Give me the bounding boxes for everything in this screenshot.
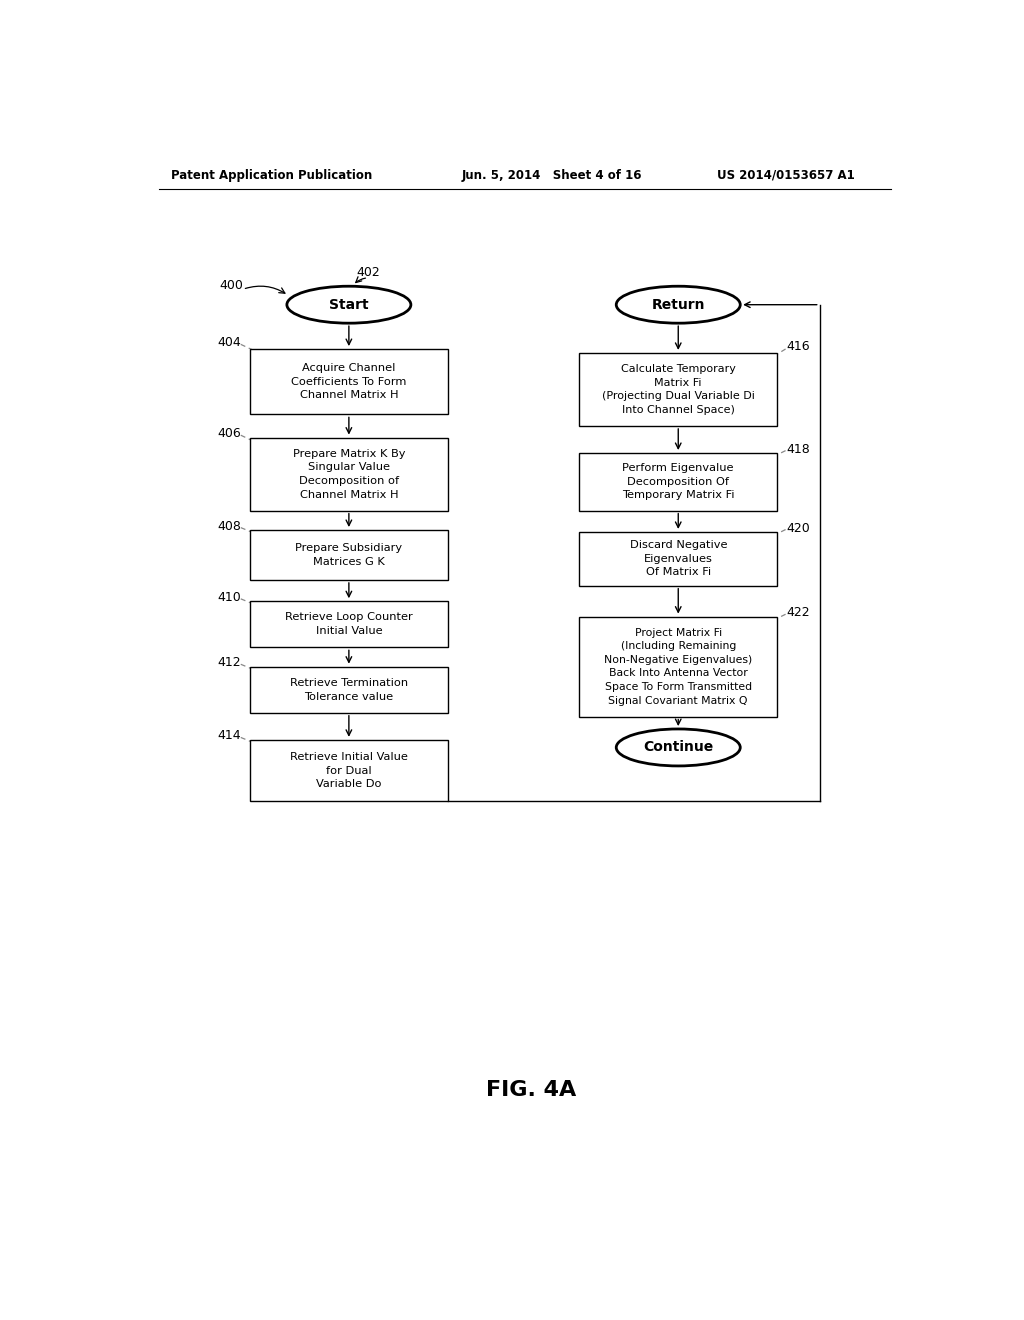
Text: 410: 410 <box>217 591 242 603</box>
Text: Discard Negative
Eigenvalues
Of Matrix Fi: Discard Negative Eigenvalues Of Matrix F… <box>630 540 727 577</box>
Text: Retrieve Termination
Tolerance value: Retrieve Termination Tolerance value <box>290 678 408 701</box>
Ellipse shape <box>616 286 740 323</box>
Text: US 2014/0153657 A1: US 2014/0153657 A1 <box>717 169 855 182</box>
Ellipse shape <box>616 729 740 766</box>
Text: Acquire Channel
Coefficients To Form
Channel Matrix H: Acquire Channel Coefficients To Form Cha… <box>291 363 407 400</box>
Text: Project Matrix Fi
(Including Remaining
Non-Negative Eigenvalues)
Back Into Anten: Project Matrix Fi (Including Remaining N… <box>604 627 753 706</box>
Bar <box>250 667 447 713</box>
Text: 404: 404 <box>217 337 242 350</box>
Bar <box>250 529 447 579</box>
Text: Return: Return <box>651 298 705 312</box>
Bar <box>580 453 777 511</box>
Text: FIG. 4A: FIG. 4A <box>485 1080 577 1100</box>
Bar <box>580 532 777 586</box>
Text: Start: Start <box>329 298 369 312</box>
Bar <box>580 616 777 717</box>
Text: 408: 408 <box>217 520 242 532</box>
Text: Perform Eigenvalue
Decomposition Of
Temporary Matrix Fi: Perform Eigenvalue Decomposition Of Temp… <box>622 463 734 500</box>
Bar <box>580 352 777 426</box>
Text: Retrieve Loop Counter
Initial Value: Retrieve Loop Counter Initial Value <box>285 612 413 636</box>
Text: 420: 420 <box>786 521 810 535</box>
Ellipse shape <box>287 286 411 323</box>
Text: 406: 406 <box>217 428 242 440</box>
Text: 414: 414 <box>217 730 241 742</box>
Text: Jun. 5, 2014   Sheet 4 of 16: Jun. 5, 2014 Sheet 4 of 16 <box>461 169 642 182</box>
Text: Retrieve Initial Value
for Dual
Variable Do: Retrieve Initial Value for Dual Variable… <box>290 752 408 789</box>
Text: Prepare Matrix K By
Singular Value
Decomposition of
Channel Matrix H: Prepare Matrix K By Singular Value Decom… <box>293 449 406 499</box>
Text: Calculate Temporary
Matrix Fi
(Projecting Dual Variable Di
Into Channel Space): Calculate Temporary Matrix Fi (Projectin… <box>602 364 755 414</box>
Bar <box>250 739 447 801</box>
Bar <box>250 348 447 414</box>
Text: Continue: Continue <box>643 741 714 755</box>
Bar <box>250 437 447 511</box>
Text: 418: 418 <box>786 442 810 455</box>
Text: 422: 422 <box>786 606 810 619</box>
Text: 416: 416 <box>786 341 810 354</box>
Text: 402: 402 <box>356 265 380 279</box>
Text: 400: 400 <box>219 279 244 292</box>
Bar <box>250 601 447 647</box>
Text: 412: 412 <box>217 656 241 669</box>
Text: Prepare Subsidiary
Matrices G K: Prepare Subsidiary Matrices G K <box>295 543 402 566</box>
Text: Patent Application Publication: Patent Application Publication <box>171 169 372 182</box>
